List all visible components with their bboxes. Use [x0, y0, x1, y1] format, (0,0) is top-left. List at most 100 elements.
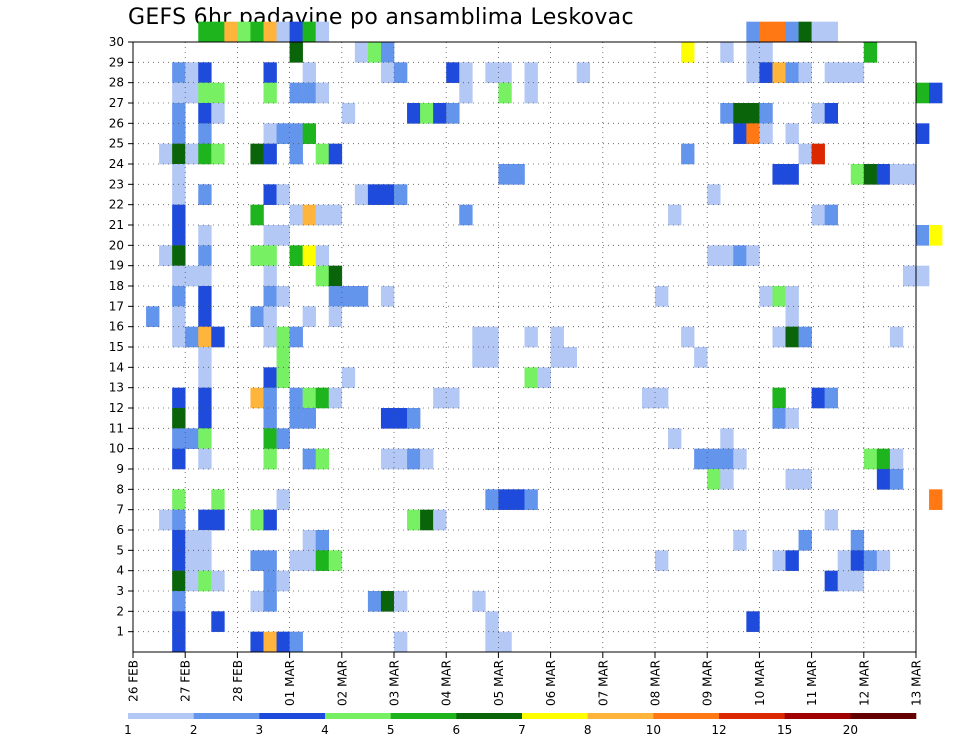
- heatmap-cell: [172, 326, 186, 348]
- heatmap-cell: [785, 408, 799, 429]
- heatmap-cell: [263, 82, 277, 104]
- heatmap-cell: [733, 123, 747, 144]
- x-tick-label: 28 FEB: [231, 660, 245, 702]
- heatmap-cell: [328, 550, 343, 571]
- heatmap-cell: [276, 367, 290, 388]
- colorbar-label: 4: [321, 723, 329, 737]
- heatmap-cell: [720, 103, 734, 124]
- heatmap-cell: [433, 103, 447, 124]
- heatmap-cell: [472, 591, 486, 612]
- heatmap-cell: [824, 509, 838, 531]
- y-tick-label: 21: [109, 218, 124, 232]
- heatmap-cell: [172, 591, 186, 612]
- heatmap-cell: [302, 530, 316, 551]
- heatmap-cell: [315, 21, 330, 43]
- x-tick-label: 13 MAR: [910, 660, 924, 706]
- heatmap-cell: [302, 21, 316, 43]
- heatmap-cell: [198, 530, 212, 551]
- heatmap-cell: [289, 204, 303, 226]
- heatmap-cell: [172, 448, 186, 470]
- heatmap-cell: [185, 143, 199, 165]
- heatmap-cell: [328, 387, 343, 409]
- colorbar-segment: [128, 713, 194, 719]
- colorbar-label: 3: [256, 723, 264, 737]
- heatmap-cell: [798, 530, 812, 551]
- heatmap-cell: [198, 265, 212, 287]
- heatmap-cell: [694, 347, 708, 368]
- heatmap-cell: [850, 530, 865, 551]
- heatmap-cell: [198, 326, 212, 348]
- heatmap-cell: [341, 103, 356, 124]
- heatmap-cell: [315, 204, 330, 226]
- x-tick-label: 06 MAR: [544, 660, 558, 706]
- heatmap-cell: [250, 509, 264, 531]
- colorbar-segment: [522, 713, 588, 719]
- heatmap-cell: [485, 62, 499, 83]
- colorbar-label: 5: [387, 723, 395, 737]
- heatmap-cell: [485, 489, 499, 510]
- colorbar-segment: [784, 713, 851, 719]
- x-tick-label: 08 MAR: [649, 660, 663, 706]
- heatmap-cell: [746, 103, 760, 124]
- colorbar-segment: [325, 713, 391, 719]
- heatmap-cell: [524, 489, 538, 510]
- x-tick-label: 01 MAR: [283, 660, 297, 706]
- heatmap-cell: [498, 164, 512, 185]
- y-tick-label: 27: [109, 96, 124, 110]
- heatmap-cell: [785, 62, 799, 83]
- colorbar-segment: [193, 713, 260, 719]
- heatmap-cell: [380, 408, 395, 429]
- x-tick-label: 05 MAR: [492, 660, 506, 706]
- heatmap-cell: [172, 387, 186, 409]
- heatmap-cell: [550, 347, 564, 368]
- heatmap-cell: [250, 245, 264, 266]
- heatmap-cell: [824, 103, 838, 124]
- colorbar-segment: [719, 713, 785, 719]
- heatmap-cell: [276, 631, 290, 653]
- heatmap-cell: [785, 286, 799, 307]
- heatmap-cell: [394, 448, 408, 470]
- heatmap-cell: [420, 509, 434, 531]
- colorbar-label: 6: [453, 723, 461, 737]
- heatmap-cell: [863, 164, 878, 185]
- y-tick-label: 6: [116, 523, 124, 537]
- colorbar-label: 15: [777, 723, 792, 737]
- colorbar: 1 2 3 4 5 6 7 8 10 12 15 20: [124, 713, 917, 737]
- heatmap-cell: [146, 306, 160, 327]
- heatmap-cell: [772, 21, 786, 43]
- heatmap-cell: [863, 550, 878, 571]
- y-tick-label: 15: [109, 340, 124, 354]
- x-tick-label: 12 MAR: [857, 660, 871, 706]
- heatmap-cell: [380, 184, 395, 205]
- heatmap-cell: [733, 103, 747, 124]
- heatmap-cell: [198, 286, 212, 307]
- heatmap-cell: [811, 143, 825, 165]
- heatmap-cells: [146, 21, 943, 653]
- heatmap-cell: [263, 306, 277, 327]
- heatmap-cell: [263, 143, 277, 165]
- heatmap-cell: [863, 42, 878, 63]
- heatmap-cell: [811, 204, 825, 226]
- y-tick-label: 22: [109, 198, 124, 212]
- heatmap-cell: [380, 286, 395, 307]
- heatmap-cell: [681, 143, 695, 165]
- heatmap-cell: [276, 184, 290, 205]
- y-tick-label: 13: [109, 381, 124, 395]
- heatmap-cell: [433, 509, 447, 531]
- colorbar-segment: [456, 713, 523, 719]
- heatmap-cell: [824, 387, 838, 409]
- y-tick-label: 20: [109, 238, 124, 252]
- heatmap-cell: [289, 387, 303, 409]
- heatmap-cell: [289, 550, 303, 571]
- heatmap-cell: [172, 225, 186, 246]
- heatmap-cell: [198, 143, 212, 165]
- heatmap-cell: [185, 428, 199, 449]
- colorbar-label: 8: [584, 723, 592, 737]
- heatmap-cell: [772, 387, 786, 409]
- heatmap-cell: [837, 62, 852, 83]
- heatmap-cell: [772, 408, 786, 429]
- heatmap-cell: [498, 82, 512, 104]
- heatmap-cell: [302, 550, 316, 571]
- y-tick-label: 29: [109, 55, 124, 69]
- heatmap-cell: [772, 326, 786, 348]
